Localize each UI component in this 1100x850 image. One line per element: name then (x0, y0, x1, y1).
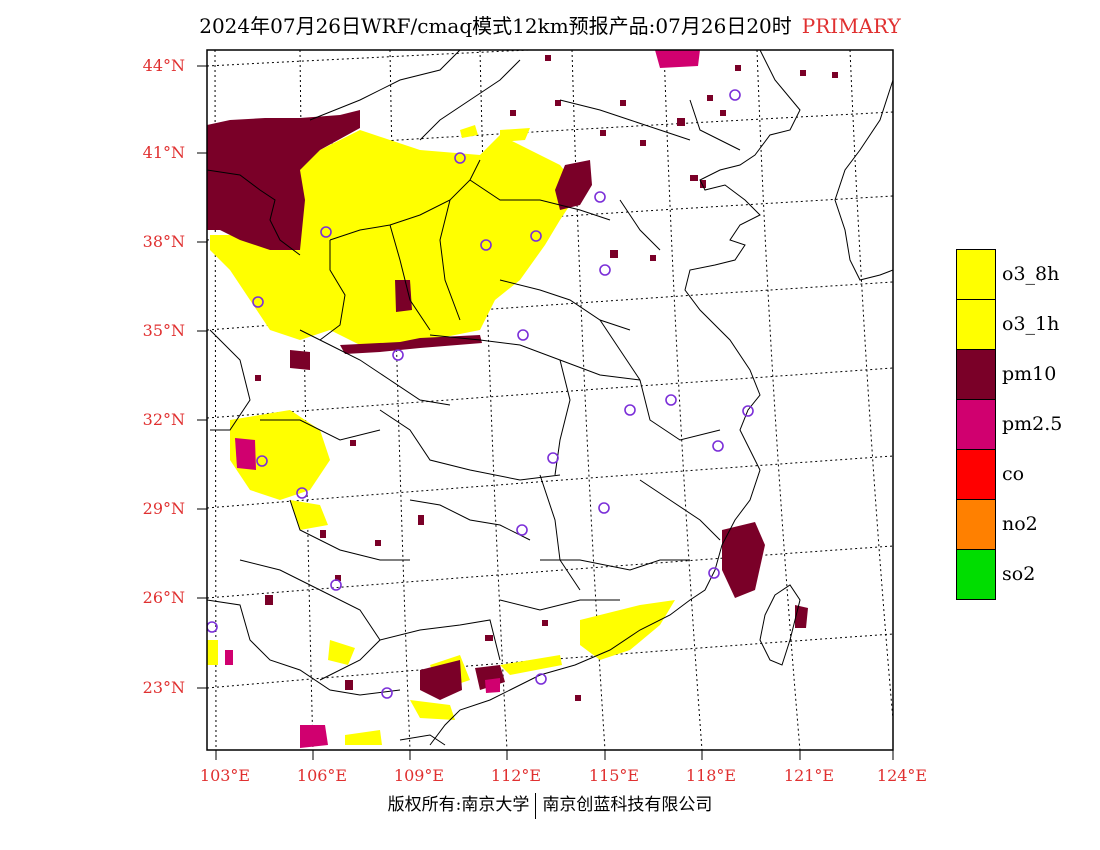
footer-left: 版权所有:南京大学 (387, 795, 530, 815)
copyright-footer: 版权所有:南京大学 南京创蓝科技有限公司 (0, 790, 1100, 819)
lat-label: 35°N (142, 321, 185, 340)
station-markers (207, 89, 754, 699)
lon-label: 121°E (783, 766, 835, 785)
legend-label: co (1002, 463, 1025, 485)
lon-label: 124°E (876, 766, 928, 785)
lon-label: 115°E (588, 766, 640, 785)
graticule (207, 50, 893, 750)
pm10-scatter (255, 55, 838, 701)
legend-label: pm10 (1002, 363, 1057, 385)
lon-label: 109°E (393, 766, 445, 785)
lat-label: 32°N (142, 410, 185, 429)
axis-ticks (197, 65, 894, 760)
legend-label: no2 (1002, 513, 1038, 535)
title-main: 2024年07月26日WRF/cmaq模式12km预报产品:07月26日20时 (199, 14, 792, 38)
legend-label: o3_1h (1002, 313, 1060, 335)
map-title: 2024年07月26日WRF/cmaq模式12km预报产品:07月26日20时 P… (0, 10, 1100, 39)
lat-label: 29°N (142, 499, 185, 518)
legend-swatch (956, 499, 996, 550)
legend-swatch (956, 349, 996, 400)
legend-swatch (956, 399, 996, 450)
lat-label: 26°N (142, 588, 185, 607)
lon-label: 118°E (685, 766, 737, 785)
pm25-region (225, 50, 700, 748)
legend-label: pm2.5 (1002, 413, 1063, 435)
lon-label: 106°E (296, 766, 348, 785)
legend-swatch (956, 449, 996, 500)
legend-label: o3_8h (1002, 263, 1060, 285)
legend-swatch (956, 299, 996, 350)
pm10-region (207, 110, 808, 700)
map-frame (206, 49, 894, 751)
title-tag: PRIMARY (801, 14, 901, 38)
lat-label: 44°N (142, 56, 185, 75)
lat-label: 41°N (142, 143, 185, 162)
lon-label: 112°E (490, 766, 542, 785)
boundaries (207, 50, 893, 746)
legend-swatch (956, 249, 996, 300)
footer-right: 南京创蓝科技有限公司 (542, 795, 713, 815)
lat-label: 23°N (142, 678, 185, 697)
footer-separator (535, 792, 537, 819)
lat-label: 38°N (142, 232, 185, 251)
legend-swatch (956, 549, 996, 600)
lon-label: 103°E (199, 766, 251, 785)
legend-label: so2 (1002, 563, 1036, 585)
